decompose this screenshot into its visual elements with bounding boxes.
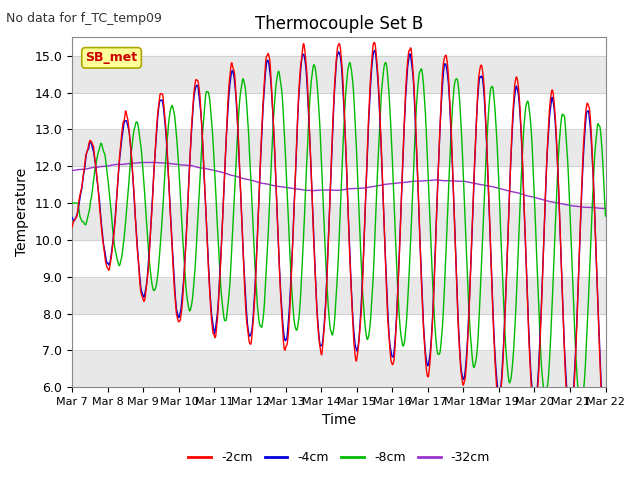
Bar bbox=[72, 166, 605, 203]
Legend: -2cm, -4cm, -8cm, -32cm: -2cm, -4cm, -8cm, -32cm bbox=[184, 446, 495, 469]
Bar bbox=[72, 130, 605, 166]
Bar bbox=[72, 277, 605, 313]
Y-axis label: Temperature: Temperature bbox=[15, 168, 29, 256]
Bar bbox=[72, 313, 605, 350]
Bar bbox=[72, 56, 605, 93]
X-axis label: Time: Time bbox=[322, 413, 356, 427]
Bar bbox=[72, 350, 605, 387]
Text: SB_met: SB_met bbox=[86, 51, 138, 64]
Bar bbox=[72, 93, 605, 130]
Title: Thermocouple Set B: Thermocouple Set B bbox=[255, 15, 423, 33]
Bar bbox=[72, 240, 605, 277]
Bar bbox=[72, 203, 605, 240]
Text: No data for f_TC_temp09: No data for f_TC_temp09 bbox=[6, 12, 163, 25]
